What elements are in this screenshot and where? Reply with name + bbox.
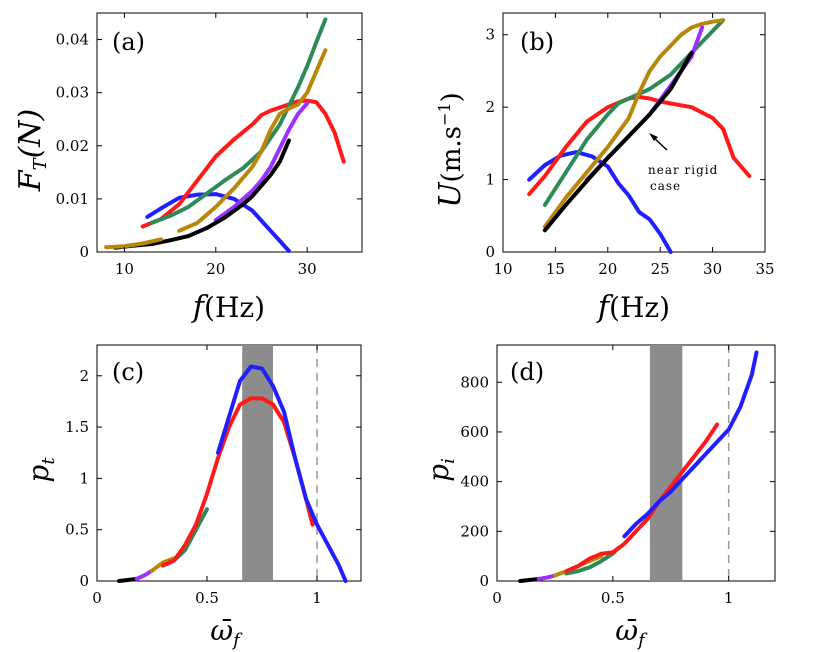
tick-layer: 0 0.5 1 0 200 400 600 800 <box>460 345 775 607</box>
series-line-1 <box>134 568 154 581</box>
shaded-band <box>649 345 683 581</box>
y-tick-label: 0.02 <box>56 137 89 155</box>
x-tick-label: 20 <box>598 260 617 278</box>
y-axis-label: FT(N) <box>13 109 51 193</box>
near-rigid-annotation: near rigid case <box>648 133 718 193</box>
x-tick-label: 1 <box>724 589 734 607</box>
x-tick-label: 15 <box>546 260 565 278</box>
x-tick-label: 35 <box>755 260 774 278</box>
series-line-5 <box>113 138 291 250</box>
series-line-0 <box>117 576 139 583</box>
series-line-4 <box>584 25 705 182</box>
y-axis-label: pi <box>422 458 459 482</box>
y-tick-label: 2 <box>79 367 89 385</box>
panel-d: (d) 0 0.5 1 0 200 400 600 800 pi ω̄f <box>422 344 776 651</box>
plot-frame <box>96 344 362 582</box>
y-tick-label: 2 <box>485 98 495 116</box>
x-tick-label: 0 <box>92 589 102 607</box>
panel-b: (b) 10 15 20 25 30 35 0 1 2 3 U(m.s−1) f(Hz) near… <box>433 12 775 325</box>
band-layer <box>242 345 318 581</box>
tick-layer: 0 0.5 1 0 0.5 1 1.5 2 <box>65 345 361 607</box>
annotation-arrowhead <box>649 133 658 141</box>
series-line-5 <box>622 350 759 539</box>
panel-label: (b) <box>520 28 554 56</box>
series-line-2 <box>149 17 328 225</box>
y-axis-label: U(m.s−1) <box>433 92 468 207</box>
panel-label: (c) <box>112 358 144 386</box>
x-tick-label: 10 <box>493 260 512 278</box>
y-tick-label: 0.01 <box>56 190 89 208</box>
y-tick-label: 0 <box>79 243 89 261</box>
series-line-3 <box>177 48 328 233</box>
y-tick-label: 0.5 <box>65 521 89 539</box>
series-line-0 <box>145 192 291 253</box>
y-tick-label: 1 <box>79 469 89 487</box>
series-layer <box>117 364 348 583</box>
tick-layer: 10 20 30 0 0.01 0.02 0.03 0.04 <box>56 13 362 278</box>
x-axis-label: f(Hz) <box>191 290 265 325</box>
x-tick-label: 0.5 <box>601 589 625 607</box>
x-tick-label: 30 <box>703 260 722 278</box>
y-tick-label: 3 <box>485 26 495 44</box>
x-tick-label: 1 <box>312 589 322 607</box>
band-layer <box>649 345 730 581</box>
series-line-4 <box>213 101 310 223</box>
y-tick-label: 0 <box>479 572 489 590</box>
series-line-5 <box>216 364 348 583</box>
x-axis-label: ω̄f <box>210 614 243 651</box>
plot-frame <box>96 12 363 253</box>
series-line-4 <box>564 422 720 574</box>
y-tick-label: 1.5 <box>65 418 89 436</box>
series-layer <box>527 18 752 254</box>
y-tick-label: 0 <box>485 243 495 261</box>
tick-layer: 10 15 20 25 30 35 0 1 2 3 <box>485 13 775 278</box>
y-tick-label: 200 <box>460 522 489 540</box>
x-tick-label: 0 <box>492 589 502 607</box>
y-tick-label: 1 <box>485 171 495 189</box>
panel-a: (a) 10 20 30 0 0.01 0.02 0.03 0.04 FT(N) f(Hz) <box>13 12 363 325</box>
series-line-1 <box>140 98 346 229</box>
x-tick-label: 25 <box>651 260 670 278</box>
x-axis-label: f(Hz) <box>596 290 670 325</box>
x-tick-label: 0.5 <box>195 589 219 607</box>
y-tick-label: 600 <box>460 423 489 441</box>
y-tick-label: 800 <box>460 373 489 391</box>
panel-c: (c) 0 0.5 1 0 0.5 1 1.5 2 pt ω̄f <box>22 344 362 651</box>
series-layer <box>518 350 759 583</box>
y-tick-label: 0 <box>79 572 89 590</box>
annotation-text-line1: near rigid <box>648 163 718 177</box>
series-line-5 <box>542 50 694 233</box>
series-line-4 <box>161 396 315 568</box>
panel-label: (a) <box>112 28 145 56</box>
series-layer <box>104 17 346 253</box>
series-line-0 <box>518 577 541 583</box>
series-line-2 <box>150 556 176 573</box>
x-tick-label: 20 <box>206 260 225 278</box>
y-tick-label: 400 <box>460 473 489 491</box>
plot-frame <box>496 344 776 582</box>
x-tick-label: 10 <box>115 260 134 278</box>
series-line-1 <box>527 95 752 197</box>
y-tick-label: 0.04 <box>56 31 89 49</box>
x-tick-label: 30 <box>298 260 317 278</box>
y-axis-label: pt <box>22 457 59 483</box>
shaded-band <box>242 345 273 581</box>
y-tick-label: 0.03 <box>56 84 89 102</box>
series-line-6 <box>104 237 163 250</box>
series-line-3 <box>542 18 726 229</box>
series-line-1 <box>536 573 557 581</box>
series-line-2 <box>542 18 726 207</box>
annotation-text-line2: case <box>650 179 681 193</box>
plot-frame <box>502 12 766 253</box>
panel-label: (d) <box>510 358 544 386</box>
x-axis-label: ω̄f <box>615 614 648 651</box>
